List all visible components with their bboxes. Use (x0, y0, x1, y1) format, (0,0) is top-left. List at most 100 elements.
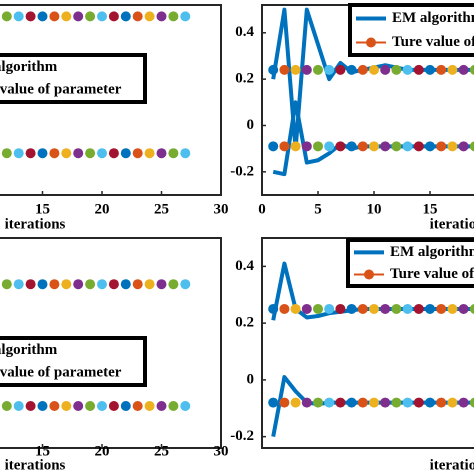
true-value-dot (313, 64, 323, 75)
true-value-dot (436, 397, 447, 408)
x-tick-label: 30 (214, 201, 229, 217)
true-value-dot (346, 303, 357, 314)
true-value-dot (313, 303, 323, 314)
true-value-dot (13, 148, 24, 159)
true-value-dot (268, 303, 279, 314)
true-value-dot (369, 64, 379, 75)
true-value-dot (85, 401, 96, 411)
true-value-dot (1, 148, 12, 159)
true-value-dot (85, 279, 96, 290)
true-value-dot (37, 279, 48, 290)
true-value-dot (413, 64, 424, 75)
true-value-dot (425, 397, 435, 408)
true-value-dot (132, 11, 143, 22)
true-value-dot (391, 64, 402, 75)
true-value-dot (324, 64, 335, 75)
true-value-dot (469, 304, 474, 314)
true-value-dot (61, 148, 72, 159)
true-value-dot (324, 303, 335, 314)
true-value-dot (37, 11, 48, 22)
true-value-dot (413, 397, 424, 408)
legend-box (0, 336, 147, 387)
true-value-dot (279, 141, 290, 152)
y-tick-label: 0 (247, 371, 255, 387)
legend-label: EM algorithm (390, 244, 474, 260)
true-value-dot (279, 397, 290, 408)
true-value-dot (290, 64, 301, 75)
legend-label: Ture value of parameter (390, 266, 474, 282)
true-value-dot (380, 64, 391, 75)
panel: 15 20 25 30 iterations EM algorithm Ture value… (0, 237, 229, 473)
true-value-dot (402, 141, 413, 152)
true-value-dot (25, 401, 36, 411)
x-axis-label: iterations (5, 216, 66, 232)
y-tick-label: 0.2 (235, 315, 254, 331)
x-tick-label: 15 (35, 201, 50, 217)
true-value-dot (313, 397, 323, 408)
true-value-dot (180, 401, 191, 411)
true-value-dot (132, 279, 143, 290)
true-value-dot (436, 141, 447, 152)
true-value-dot (413, 141, 424, 152)
y-tick-label: 0.4 (235, 258, 254, 274)
true-value-dot (73, 279, 84, 290)
legend-label: Ture value of parameter (0, 365, 122, 381)
true-value-dot (61, 401, 72, 411)
true-value-dot (313, 141, 323, 152)
true-value-dot (301, 141, 312, 152)
legend-label: EM algorithm (392, 10, 474, 26)
true-value-dot (168, 148, 179, 159)
true-value-dot (425, 64, 435, 75)
true-value-dot (120, 279, 131, 290)
true-value-dot (156, 279, 167, 290)
true-value-dot (132, 401, 143, 411)
x-tick-label: 20 (95, 201, 110, 217)
true-value-dot (13, 11, 24, 22)
true-value-dot (1, 11, 12, 22)
true-value-dot (279, 64, 290, 75)
true-value-dot (97, 279, 107, 290)
true-value-dot (402, 303, 413, 314)
true-value-dot (335, 397, 346, 408)
true-value-dot (447, 64, 458, 75)
true-value-dot (413, 303, 424, 314)
x-tick-label: 25 (154, 201, 169, 217)
true-value-dot (324, 141, 335, 152)
true-value-dot (25, 11, 36, 22)
true-value-dot (97, 11, 107, 22)
true-value-dot (279, 303, 290, 314)
true-value-dot (73, 11, 84, 22)
true-value-dot (85, 11, 96, 22)
true-value-dot (290, 397, 301, 408)
y-tick-label: -0.2 (230, 428, 254, 444)
true-value-dot (97, 401, 107, 411)
true-value-dot (180, 11, 191, 22)
true-value-dot (144, 401, 155, 411)
true-value-dot (335, 64, 346, 75)
legend-label: Ture value of parameter (0, 82, 122, 98)
true-value-dot (120, 401, 131, 411)
true-value-dot (168, 279, 179, 290)
true-value-dot (132, 148, 143, 159)
true-value-dot (37, 148, 48, 159)
x-axis-label: iterations (430, 457, 474, 473)
true-value-dot (73, 148, 84, 159)
true-value-dot (120, 11, 131, 22)
true-value-dot (458, 141, 469, 152)
true-value-dot (436, 303, 447, 314)
true-value-dot (458, 397, 469, 408)
y-tick-label: 0.2 (235, 71, 254, 87)
x-axis-label: iterations (5, 457, 66, 473)
x-tick-label: 15 (35, 443, 50, 459)
true-value-dot (49, 148, 60, 159)
x-tick-label: 30 (214, 443, 229, 459)
true-value-dot (268, 64, 279, 75)
true-value-dot (156, 148, 167, 159)
legend-label: EM algorithm (0, 342, 58, 358)
true-value-dot (144, 279, 155, 290)
true-value-dot (156, 11, 167, 22)
true-value-dot (346, 141, 357, 152)
x-tick-label: 25 (154, 443, 169, 459)
true-value-dot (108, 11, 119, 22)
true-value-dot (447, 303, 458, 314)
